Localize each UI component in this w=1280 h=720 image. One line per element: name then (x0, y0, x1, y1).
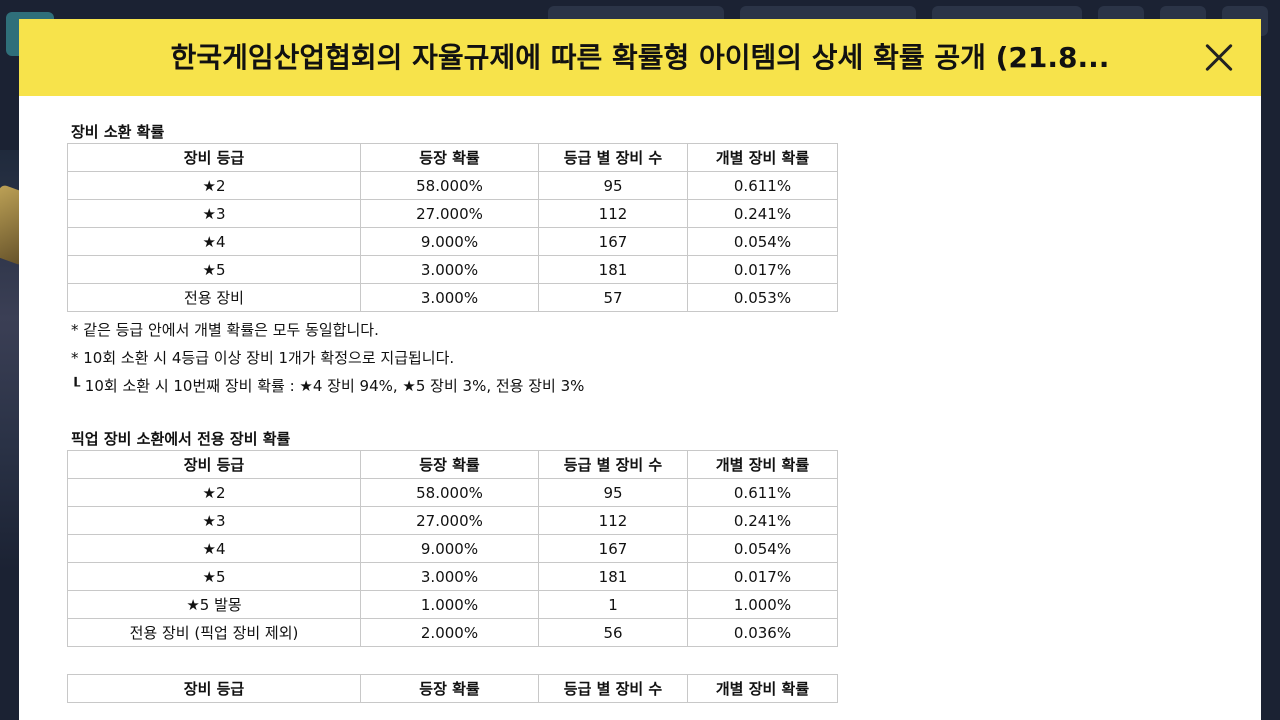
table-cell: 0.611% (687, 478, 838, 507)
column-header: 개별 장비 확률 (687, 143, 838, 172)
table-cell: 3.000% (360, 255, 539, 284)
table-cell: ★3 (67, 506, 361, 535)
table-cell: 전용 장비 (67, 283, 361, 312)
modal-title: 한국게임산업협회의 자율규제에 따른 확률형 아이템의 상세 확률 공개 (21… (170, 41, 1110, 74)
column-header: 개별 장비 확률 (687, 674, 838, 703)
pickup-summon-table: 장비 등급 등장 확률 등급 별 장비 수 개별 장비 확률 ★2 58.000%… (67, 450, 838, 647)
close-icon[interactable] (1199, 38, 1239, 78)
note-text: ┖ 10회 소환 시 10번째 장비 확률 : ★4 장비 94%, ★5 장비… (71, 377, 585, 395)
table-cell: 1.000% (360, 590, 539, 619)
table-row: ★4 9.000% 167 0.054% (67, 534, 838, 563)
table-cell: 0.017% (687, 562, 838, 591)
table-cell: 56 (538, 618, 688, 647)
table-cell: 95 (538, 478, 688, 507)
table-row: ★2 58.000% 95 0.611% (67, 171, 838, 200)
table-cell: ★4 (67, 227, 361, 256)
table-cell: 58.000% (360, 478, 539, 507)
probability-modal: 한국게임산업협회의 자율규제에 따른 확률형 아이템의 상세 확률 공개 (21… (19, 19, 1261, 720)
table-cell: 58.000% (360, 171, 539, 200)
column-header: 등장 확률 (360, 674, 539, 703)
column-header: 개별 장비 확률 (687, 450, 838, 479)
column-header: 장비 등급 (67, 674, 361, 703)
table-cell: 181 (538, 255, 688, 284)
table-cell: 0.054% (687, 227, 838, 256)
table-cell: 0.241% (687, 506, 838, 535)
table-cell: 3.000% (360, 283, 539, 312)
table-cell: 167 (538, 227, 688, 256)
section-title: 장비 소환 확률 (71, 123, 165, 141)
table-cell: 9.000% (360, 227, 539, 256)
table-cell: ★5 발몽 (67, 590, 361, 619)
column-header: 등급 별 장비 수 (538, 450, 688, 479)
note-text: * 같은 등급 안에서 개별 확률은 모두 동일합니다. (71, 321, 379, 339)
table-row: 전용 장비 3.000% 57 0.053% (67, 283, 838, 312)
table-header-row: 장비 등급 등장 확률 등급 별 장비 수 개별 장비 확률 (67, 674, 838, 703)
table-cell: 112 (538, 506, 688, 535)
table-cell: ★4 (67, 534, 361, 563)
table-cell: ★5 (67, 562, 361, 591)
table-row: ★3 27.000% 112 0.241% (67, 506, 838, 535)
table-cell: 0.241% (687, 199, 838, 228)
table-cell: 27.000% (360, 199, 539, 228)
table-row: 전용 장비 (픽업 장비 제외) 2.000% 56 0.036% (67, 618, 838, 647)
table-row: ★5 3.000% 181 0.017% (67, 255, 838, 284)
table-row: ★5 3.000% 181 0.017% (67, 562, 838, 591)
section-title: 픽업 장비 소환에서 전용 장비 확률 (71, 430, 291, 448)
table-cell: 167 (538, 534, 688, 563)
table-cell: 95 (538, 171, 688, 200)
table-cell: 27.000% (360, 506, 539, 535)
notes: * 같은 등급 안에서 개별 확률은 모두 동일합니다. * 10회 소환 시 … (71, 316, 867, 400)
table-cell: 전용 장비 (픽업 장비 제외) (67, 618, 361, 647)
table-cell: 9.000% (360, 534, 539, 563)
table-cell: ★2 (67, 478, 361, 507)
table-cell: 1.000% (687, 590, 838, 619)
table-row: ★2 58.000% 95 0.611% (67, 478, 838, 507)
equipment-summon-table: 장비 등급 등장 확률 등급 별 장비 수 개별 장비 확률 ★2 58.000%… (67, 143, 838, 312)
column-header: 장비 등급 (67, 450, 361, 479)
table-cell: 1 (538, 590, 688, 619)
column-header: 장비 등급 (67, 143, 361, 172)
table-cell: ★3 (67, 199, 361, 228)
table-row: ★5 발몽 1.000% 1 1.000% (67, 590, 838, 619)
column-header: 등장 확률 (360, 143, 539, 172)
table-cell: 112 (538, 199, 688, 228)
table-cell: 0.611% (687, 171, 838, 200)
table-header-row: 장비 등급 등장 확률 등급 별 장비 수 개별 장비 확률 (67, 450, 838, 479)
note-text: * 10회 소환 시 4등급 이상 장비 1개가 확정으로 지급됩니다. (71, 349, 455, 367)
table-row: ★4 9.000% 167 0.054% (67, 227, 838, 256)
table-cell: 0.053% (687, 283, 838, 312)
table-cell: ★2 (67, 171, 361, 200)
modal-content[interactable]: 장비 소환 확률 장비 등급 등장 확률 등급 별 장비 수 개별 장비 확률 … (67, 115, 867, 720)
table-cell: 0.036% (687, 618, 838, 647)
table-cell: 0.017% (687, 255, 838, 284)
table-cell: 2.000% (360, 618, 539, 647)
modal-header: 한국게임산업협회의 자율규제에 따른 확률형 아이템의 상세 확률 공개 (21… (19, 19, 1261, 96)
table-cell: ★5 (67, 255, 361, 284)
table-header-row: 장비 등급 등장 확률 등급 별 장비 수 개별 장비 확률 (67, 143, 838, 172)
table-row: ★3 27.000% 112 0.241% (67, 199, 838, 228)
column-header: 등급 별 장비 수 (538, 674, 688, 703)
table-cell: 57 (538, 283, 688, 312)
column-header: 등급 별 장비 수 (538, 143, 688, 172)
table-cell: 181 (538, 562, 688, 591)
table-cell: 3.000% (360, 562, 539, 591)
column-header: 등장 확률 (360, 450, 539, 479)
table-cell: 0.054% (687, 534, 838, 563)
third-summon-table: 장비 등급 등장 확률 등급 별 장비 수 개별 장비 확률 (67, 674, 838, 703)
